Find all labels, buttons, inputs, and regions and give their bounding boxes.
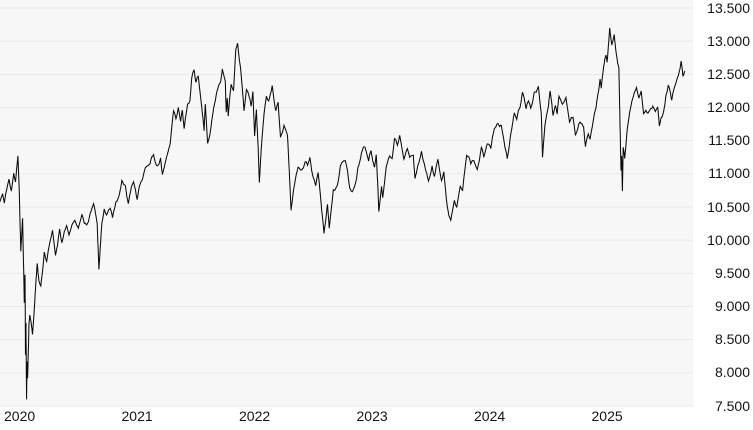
- y-axis-tick-label: 10.000: [707, 231, 750, 248]
- y-axis-tick-label: 11.500: [708, 132, 750, 149]
- y-axis-tick-label: 11.000: [708, 165, 750, 182]
- x-axis-tick-label: 2024: [474, 408, 506, 424]
- price-line-series: [0, 27, 686, 400]
- y-axis-tick-label: 13.500: [707, 0, 750, 16]
- x-axis-tick-label: 2020: [4, 408, 36, 424]
- x-axis-tick-label: 2025: [591, 408, 623, 424]
- gridlines: [0, 7, 693, 407]
- x-axis-tick-label: 2021: [121, 408, 153, 424]
- y-axis-tick-label: 8.500: [714, 331, 750, 348]
- y-axis-tick-label: 9.000: [714, 298, 750, 314]
- x-axis-tick-label: 2022: [239, 408, 271, 424]
- x-axis-tick-label: 2023: [356, 408, 388, 424]
- y-axis-tick-label: 9.500: [714, 264, 750, 281]
- plot-area: [0, 0, 693, 406]
- y-axis-tick-label: 8.000: [714, 364, 750, 381]
- y-axis-tick-label: 10.500: [707, 198, 750, 215]
- y-axis-tick-label: 12.000: [707, 99, 750, 115]
- y-axis-tick-label: 13.000: [707, 32, 750, 49]
- y-axis-tick-label: 12.500: [707, 65, 750, 82]
- y-axis-tick-label: 7.500: [714, 397, 750, 414]
